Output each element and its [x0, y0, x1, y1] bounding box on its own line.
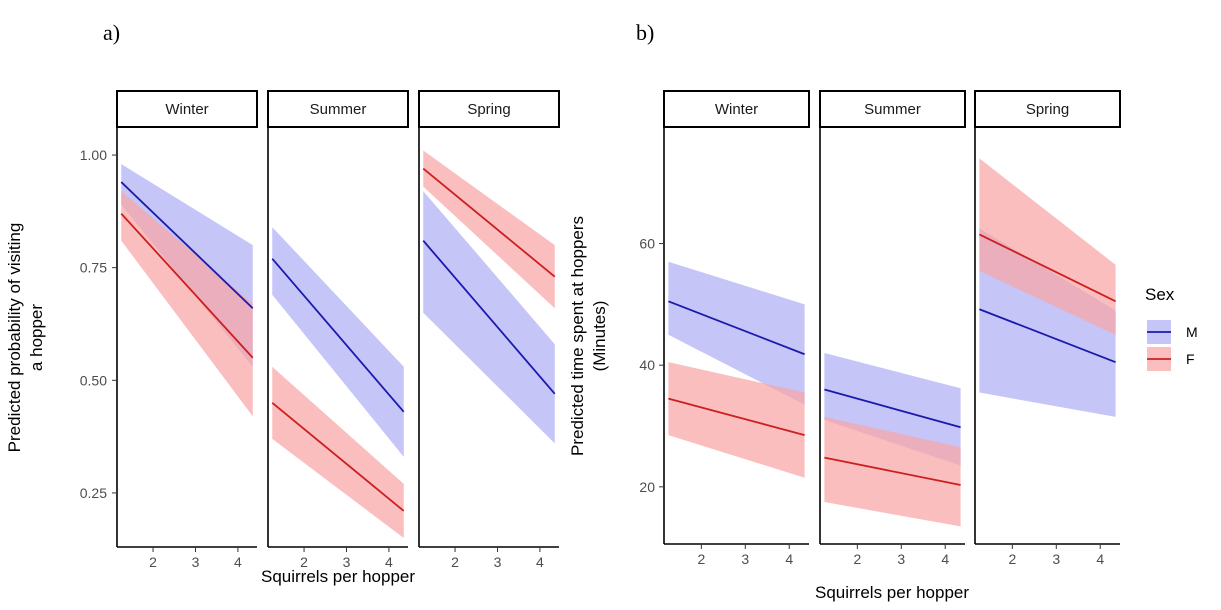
x-tick-label: 3 — [494, 554, 502, 570]
y-tick-label: 20 — [639, 479, 655, 495]
chart-b: Winter 2 3 4 Summer 2 3 4 Spring 2 3 4 20 40 60 Predict… — [568, 90, 1121, 602]
series-line-f — [668, 397, 805, 437]
legend: Sex MF — [1145, 285, 1198, 371]
x-axis-title: Squirrels per hopper — [261, 567, 415, 586]
x-tick-label: 4 — [385, 554, 393, 570]
facet-winter: Winter 2 3 4 — [116, 90, 258, 570]
x-tick-label: 4 — [1096, 551, 1104, 567]
x-tick-label: 4 — [941, 551, 949, 567]
facet-strip-label: Summer — [864, 101, 921, 118]
x-tick-label: 3 — [1052, 551, 1060, 567]
y-tick-label: 0.25 — [80, 485, 107, 501]
x-tick-label: 3 — [741, 551, 749, 567]
facet-strip — [819, 90, 966, 128]
facet-strip — [267, 90, 409, 128]
facet-strip — [418, 90, 560, 128]
y-axis-title: Predicted probability of visiting a hoppe… — [5, 223, 46, 453]
series-line-m — [979, 308, 1116, 363]
series-line-f — [978, 233, 1117, 303]
facet-strip-label: Winter — [165, 101, 208, 118]
facet-strip — [116, 90, 258, 128]
y-tick-label: 40 — [639, 357, 655, 373]
x-tick-label: 2 — [697, 551, 705, 567]
facet-spring: Spring 2 3 4 — [418, 90, 560, 570]
chart-a: Winter 2 3 4 Summer 2 3 4 Spring 2 3 4 0.25 0.50 0.75 1… — [5, 90, 560, 586]
x-tick-label: 2 — [149, 554, 157, 570]
y-axis-title: Predicted time spent at hoppers (Minutes) — [568, 216, 609, 456]
ci-ribbon-f — [121, 191, 253, 417]
x-tick-label: 2 — [300, 554, 308, 570]
x-tick-label: 2 — [1008, 551, 1016, 567]
series-line-f — [271, 402, 405, 512]
series-line-m — [668, 300, 805, 356]
series-line-f — [120, 212, 254, 359]
legend-label-f: F — [1186, 351, 1195, 367]
y-axis-title-line: (Minutes) — [590, 301, 609, 372]
x-tick-label: 2 — [853, 551, 861, 567]
y-tick-label: 60 — [639, 236, 655, 252]
series-line-m — [422, 240, 556, 395]
ci-ribbon-m — [668, 261, 805, 405]
facet-summer: Summer 2 3 4 — [267, 90, 409, 570]
x-tick-label: 3 — [897, 551, 905, 567]
x-tick-label: 4 — [234, 554, 242, 570]
facet-winter: Winter 2 3 4 — [663, 90, 810, 567]
y-axis-title-line: Predicted time spent at hoppers — [568, 216, 587, 456]
panel-b-label: b) — [636, 20, 654, 45]
y-tick-label: 0.75 — [80, 260, 107, 276]
panel-a-label: a) — [103, 20, 120, 45]
x-tick-label: 4 — [536, 554, 544, 570]
x-tick-label: 2 — [451, 554, 459, 570]
series-line-m — [824, 388, 961, 429]
series-line-m — [120, 181, 254, 309]
legend-label-m: M — [1186, 324, 1198, 340]
facet-strip-label: Summer — [310, 101, 367, 118]
ci-ribbon-f — [423, 150, 555, 309]
x-tick-label: 3 — [192, 554, 200, 570]
y-axis-title-line: a hopper — [27, 304, 46, 371]
series-line-f — [422, 167, 556, 278]
y-tick-label: 0.50 — [80, 372, 107, 388]
x-axis-title: Squirrels per hopper — [815, 583, 969, 602]
series-line-m — [271, 258, 405, 413]
ci-ribbon-f — [668, 362, 805, 478]
facet-spring: Spring 2 3 4 — [974, 90, 1121, 567]
ci-ribbon-m — [272, 227, 404, 457]
x-tick-label: 3 — [343, 554, 351, 570]
facet-summer: Summer 2 3 4 — [819, 90, 966, 567]
facet-strip-label: Winter — [715, 101, 758, 118]
facet-strip — [663, 90, 810, 128]
facet-strip-label: Spring — [467, 101, 510, 118]
y-axis-title-line: Predicted probability of visiting — [5, 223, 24, 453]
facet-strip-label: Spring — [1026, 101, 1069, 118]
x-tick-label: 4 — [785, 551, 793, 567]
legend-title: Sex — [1145, 285, 1175, 304]
facet-strip — [974, 90, 1121, 128]
ci-ribbon-f — [272, 366, 404, 538]
ci-ribbon-f — [979, 158, 1116, 335]
y-tick-label: 1.00 — [80, 147, 107, 163]
legend-items: MF — [1147, 320, 1198, 371]
series-line-f — [824, 456, 961, 486]
